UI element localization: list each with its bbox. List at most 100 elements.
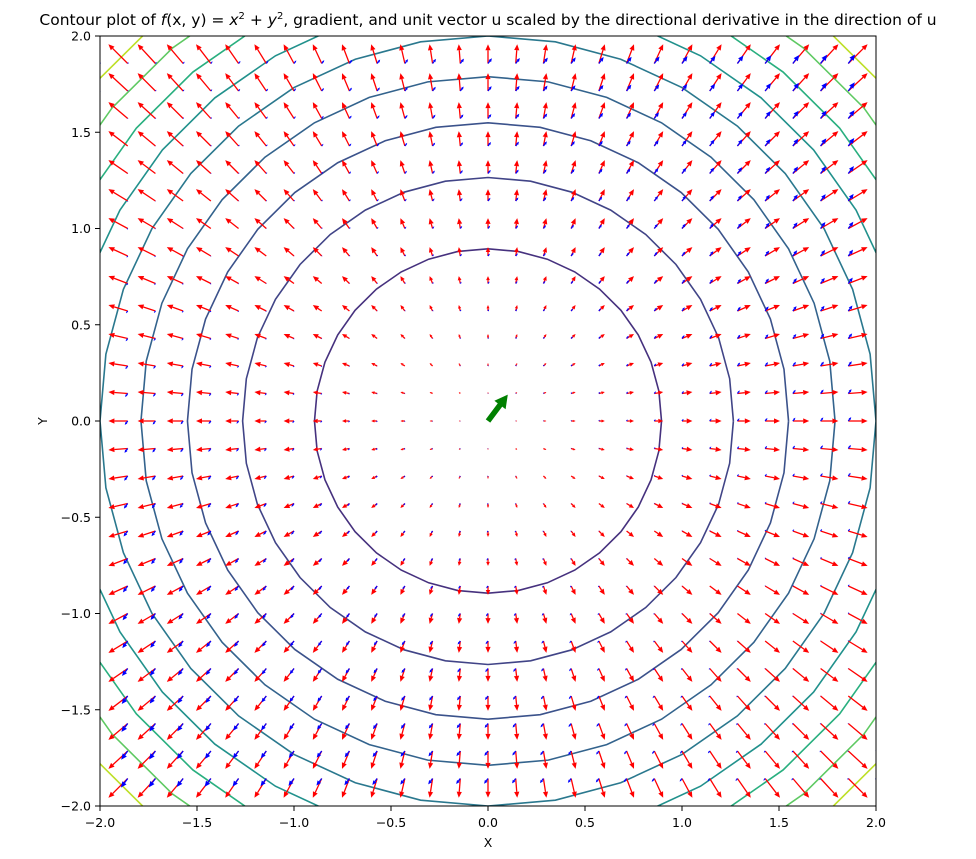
gradient-arrow xyxy=(875,200,876,201)
directional-arrow xyxy=(709,446,712,449)
directional-arrow xyxy=(542,280,546,284)
directional-arrow xyxy=(542,558,544,560)
directional-arrow xyxy=(820,417,824,422)
gradient-arrow xyxy=(196,131,212,147)
gradient-arrow xyxy=(792,276,810,285)
gradient-arrow xyxy=(737,305,751,312)
directional-arrow xyxy=(626,252,630,257)
directional-arrow xyxy=(568,750,572,755)
gradient-arrow xyxy=(196,390,211,396)
gradient-arrow xyxy=(626,640,634,653)
gradient-arrow xyxy=(342,102,351,119)
directional-arrow xyxy=(487,225,491,229)
gradient-arrow xyxy=(254,160,267,174)
directional-arrow xyxy=(791,723,794,725)
directional-arrow xyxy=(348,143,352,147)
gradient-arrow xyxy=(196,475,211,481)
gradient-arrow xyxy=(196,502,212,509)
gradient-arrow xyxy=(625,695,634,711)
gradient-arrow xyxy=(428,695,434,711)
directional-arrow xyxy=(151,530,156,537)
directional-arrow xyxy=(401,695,406,701)
directional-arrow xyxy=(237,805,239,806)
directional-arrow xyxy=(792,557,794,559)
directional-arrow xyxy=(543,36,545,37)
directional-arrow xyxy=(207,558,212,564)
directional-arrow xyxy=(626,279,630,284)
gradient-arrow xyxy=(820,805,822,806)
directional-arrow xyxy=(459,142,464,147)
gradient-arrow xyxy=(485,160,491,174)
gradient-arrow xyxy=(312,44,323,64)
directional-arrow xyxy=(487,475,489,477)
directional-arrow xyxy=(568,723,572,728)
directional-arrow xyxy=(626,56,632,64)
directional-arrow xyxy=(653,613,655,615)
directional-arrow xyxy=(764,723,766,725)
gradient-arrow xyxy=(225,390,239,396)
directional-arrow xyxy=(430,613,434,617)
gradient-arrow xyxy=(431,805,433,806)
directional-arrow xyxy=(570,113,576,119)
gradient-arrow xyxy=(283,276,295,285)
gradient-arrow xyxy=(847,750,868,769)
gradient-arrow xyxy=(681,446,693,452)
gradient-arrow xyxy=(570,447,576,451)
directional-arrow xyxy=(542,252,546,257)
gradient-arrow xyxy=(254,131,267,147)
directional-arrow xyxy=(541,668,544,672)
gradient-arrow xyxy=(681,695,693,711)
directional-arrow xyxy=(598,168,603,174)
gradient-arrow xyxy=(341,44,351,64)
gradient-arrow xyxy=(847,667,868,682)
gradient-arrow xyxy=(792,640,810,653)
directional-arrow xyxy=(123,530,129,537)
gradient-arrow xyxy=(456,44,462,64)
directional-arrow xyxy=(681,640,683,643)
directional-arrow xyxy=(292,420,295,424)
gradient-arrow xyxy=(875,751,876,752)
directional-arrow xyxy=(457,695,461,701)
directional-arrow xyxy=(263,530,267,536)
gradient-arrow xyxy=(196,640,212,653)
gradient-arrow xyxy=(820,612,839,624)
directional-arrow xyxy=(542,225,546,229)
gradient-arrow xyxy=(875,503,876,505)
gradient-arrow xyxy=(225,612,239,624)
directional-arrow xyxy=(120,778,129,788)
directional-arrow xyxy=(515,364,517,367)
gradient-arrow xyxy=(399,750,406,769)
gradient-arrow xyxy=(370,73,378,92)
directional-arrow xyxy=(265,116,268,119)
gradient-arrow xyxy=(137,585,156,595)
gradient-arrow xyxy=(225,502,239,509)
directional-arrow xyxy=(125,338,129,342)
gradient-arrow xyxy=(514,750,520,769)
gradient-arrow xyxy=(108,218,129,230)
directional-arrow xyxy=(709,306,713,312)
gradient-arrow xyxy=(542,503,547,508)
directional-arrow xyxy=(598,308,601,312)
gradient-arrow xyxy=(456,189,463,202)
directional-arrow xyxy=(736,474,739,477)
directional-arrow xyxy=(764,334,769,339)
directional-arrow xyxy=(321,87,324,92)
directional-arrow xyxy=(598,391,601,394)
directional-arrow xyxy=(735,750,738,754)
y-tick-label: 0.0 xyxy=(71,414,91,429)
directional-arrow xyxy=(847,472,851,477)
directional-arrow xyxy=(432,309,434,312)
directional-arrow xyxy=(792,194,798,202)
gradient-arrow xyxy=(681,640,693,653)
gradient-arrow xyxy=(598,750,606,769)
gradient-arrow xyxy=(848,446,868,453)
directional-arrow xyxy=(176,778,184,788)
gradient-arrow xyxy=(792,446,810,453)
gradient-arrow xyxy=(847,73,868,92)
directional-arrow xyxy=(682,36,683,37)
directional-arrow xyxy=(512,695,517,700)
directional-arrow xyxy=(595,778,600,783)
gradient-arrow xyxy=(166,304,184,312)
directional-arrow xyxy=(515,336,517,339)
directional-arrow xyxy=(708,723,711,726)
